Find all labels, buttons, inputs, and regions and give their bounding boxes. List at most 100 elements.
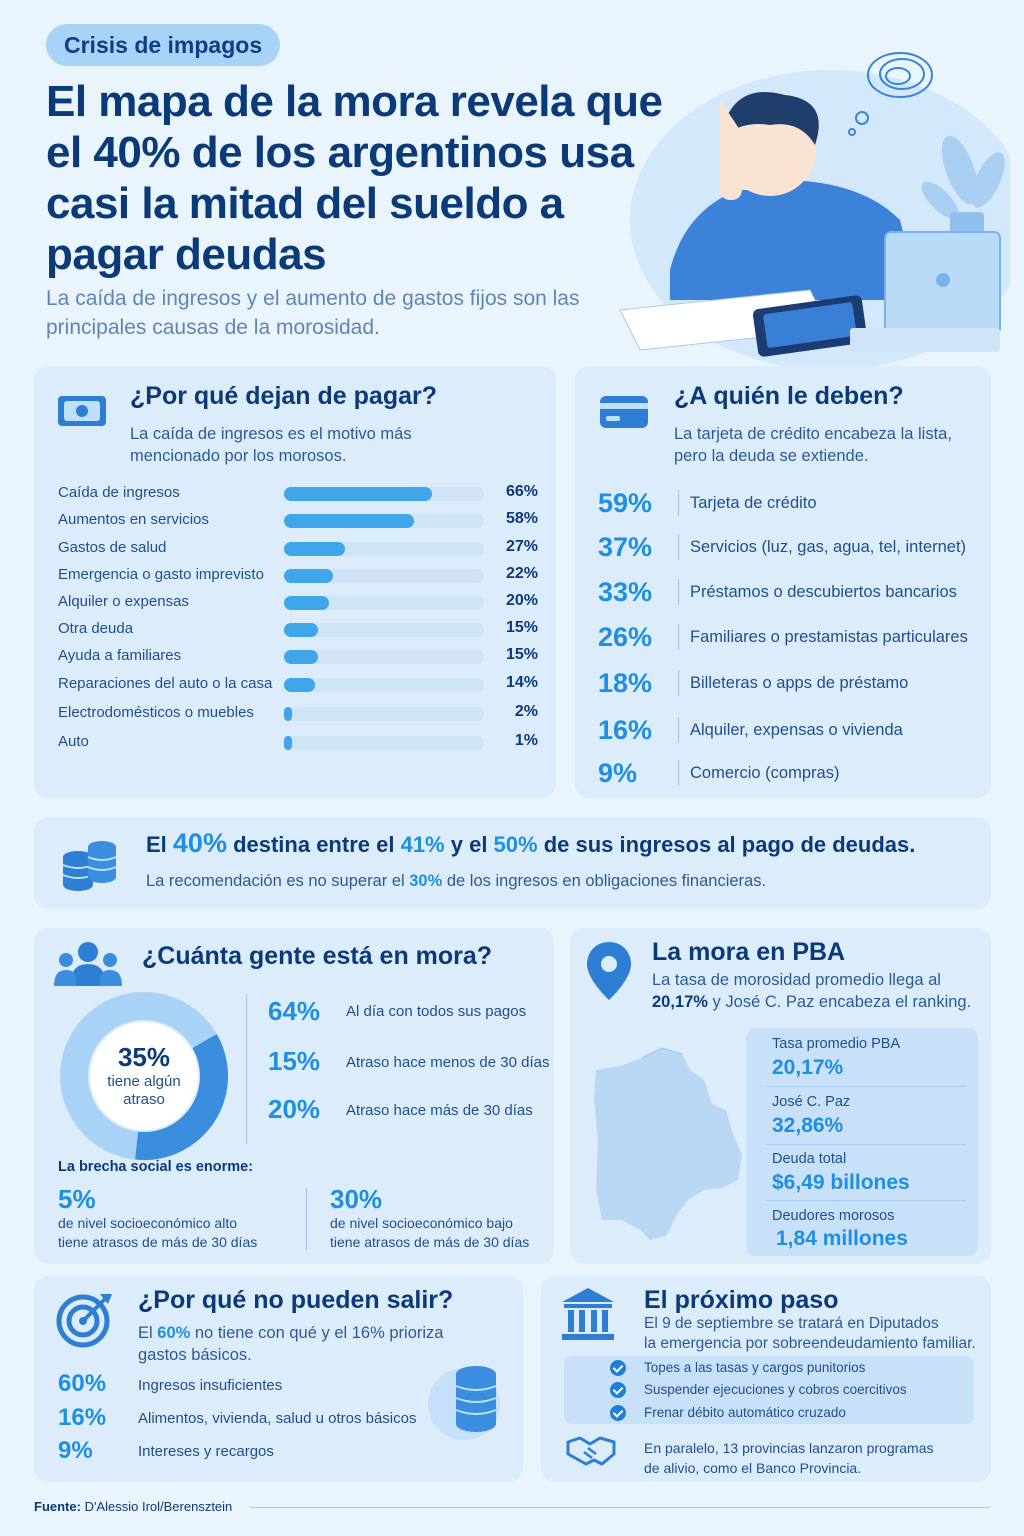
donut-center-label: 35% tiene algún atraso bbox=[60, 1042, 228, 1109]
pba-stat-label: Deuda total bbox=[772, 1151, 847, 1167]
next-subtitle: El 9 de septiembre se tratará en Diputad… bbox=[644, 1315, 976, 1352]
handshake-icon bbox=[566, 1436, 616, 1466]
cant-pct: 60% bbox=[58, 1370, 107, 1397]
why-bar-label: Electrodomésticos o muebles bbox=[58, 704, 254, 721]
why-bar-row: Alquiler o expensas 20% bbox=[58, 591, 538, 613]
why-bar-value: 27% bbox=[505, 538, 538, 555]
debt-pct: 16% bbox=[598, 715, 653, 745]
why-bar bbox=[284, 707, 292, 721]
gap-high-label: de nivel socioeconómico alto tiene atraso… bbox=[58, 1215, 258, 1250]
cant-label: Alimentos, vivienda, salud u otros básic… bbox=[138, 1410, 417, 1427]
debt-row: 16% Alquiler, expensas o vivienda bbox=[598, 713, 988, 749]
cant-label: Ingresos insuficientes bbox=[138, 1377, 283, 1394]
why-bar-row: Ayuda a familiares 15% bbox=[58, 645, 538, 667]
arrears-donut-chart bbox=[60, 992, 228, 1160]
why-bar-label: Ayuda a familiares bbox=[58, 647, 182, 664]
gap-title: La brecha social es enorme: bbox=[58, 1159, 254, 1175]
arrears-title: ¿Cuánta gente está en mora? bbox=[142, 942, 493, 970]
cant-pct: 16% bbox=[58, 1404, 107, 1431]
measure-item: Suspender ejecuciones y cobros coercitiv… bbox=[644, 1382, 907, 1397]
page-title: El mapa de la mora revela que el 40% de … bbox=[46, 77, 663, 279]
divider bbox=[678, 534, 679, 560]
measure-item: Frenar débito automático cruzado bbox=[644, 1405, 846, 1420]
debt-pct: 33% bbox=[598, 577, 653, 607]
why-bar-value: 20% bbox=[505, 592, 538, 609]
why-bar-row: Electrodomésticos o muebles 2% bbox=[58, 702, 538, 724]
laptop-icon bbox=[850, 231, 1001, 352]
measure-item: Topes a las tasas y cargos punitorios bbox=[644, 1360, 866, 1375]
why-bar bbox=[284, 487, 432, 501]
people-icon bbox=[54, 942, 122, 986]
pba-stats-box: Tasa promedio PBA 20,17% José C. Paz 32,… bbox=[746, 1028, 978, 1256]
why-bar-label: Caída de ingresos bbox=[58, 484, 180, 501]
debt-label: Préstamos o descubiertos bancarios bbox=[690, 583, 957, 601]
debt-pct: 59% bbox=[598, 488, 653, 518]
why-bar-value: 15% bbox=[505, 619, 538, 636]
target-icon bbox=[56, 1294, 112, 1348]
why-bar bbox=[284, 650, 318, 664]
stressed-person-illustration bbox=[619, 52, 1010, 370]
debt-row: 26% Familiares o prestamistas particulare… bbox=[598, 620, 988, 656]
why-subtitle: La caída de ingresos es el motivo más me… bbox=[130, 425, 412, 465]
debt-label: Servicios (luz, gas, agua, tel, internet… bbox=[690, 538, 967, 556]
debt-row: 59% Tarjeta de crédito bbox=[598, 486, 988, 522]
why-bar-track bbox=[284, 569, 484, 583]
debt-pct: 37% bbox=[598, 532, 653, 562]
banner-line-2: La recomendación es no superar el 30% de… bbox=[146, 872, 767, 890]
debt-label: Billeteras o apps de préstamo bbox=[690, 674, 909, 692]
credit-card-icon bbox=[600, 396, 648, 428]
debt-label: Alquiler, expensas o vivienda bbox=[690, 721, 903, 739]
why-bar bbox=[284, 569, 334, 583]
why-bar-track bbox=[284, 623, 484, 637]
check-icon bbox=[610, 1382, 626, 1398]
whom-subtitle: La tarjeta de crédito encabeza la lista,… bbox=[674, 425, 952, 465]
next-footnote: En paralelo, 13 provincias lanzaron prog… bbox=[644, 1440, 934, 1476]
why-bar-row: Otra deuda 15% bbox=[58, 618, 538, 640]
stat-label: Al día con todos sus pagos bbox=[346, 1003, 527, 1020]
location-pin-icon bbox=[587, 942, 631, 1000]
page-subtitle: La caída de ingresos y el aumento de gas… bbox=[46, 287, 580, 339]
debt-label: Comercio (compras) bbox=[690, 764, 840, 782]
divider bbox=[678, 760, 679, 786]
why-bar-label: Gastos de salud bbox=[58, 539, 167, 556]
why-bar-label: Alquiler o expensas bbox=[58, 593, 189, 610]
stat-pct: 64% bbox=[268, 996, 321, 1026]
calculator-icon bbox=[752, 295, 868, 357]
measures-box bbox=[564, 1356, 974, 1424]
cant-subtitle: El 60% no tiene con qué y el 16% prioriz… bbox=[138, 1324, 444, 1364]
banner-line-1: El 40% destina entre el 41% y el 50% de … bbox=[146, 828, 916, 858]
pba-stat-value: $6,49 billones bbox=[772, 1171, 910, 1194]
debt-pct: 26% bbox=[598, 622, 653, 652]
pba-stat-label: Deudores morosos bbox=[772, 1208, 895, 1224]
cant-title: ¿Por qué no pueden salir? bbox=[138, 1286, 454, 1314]
why-bar-track bbox=[284, 736, 484, 750]
debt-row: 9% Comercio (compras) bbox=[598, 756, 988, 792]
why-bar-track bbox=[284, 514, 484, 528]
why-bar-label: Otra deuda bbox=[58, 620, 134, 637]
divider bbox=[678, 670, 679, 696]
pba-stat-value: 1,84 millones bbox=[776, 1227, 908, 1250]
why-bar-row: Caída de ingresos 66% bbox=[58, 482, 538, 504]
why-bar-value: 66% bbox=[505, 483, 538, 500]
divider bbox=[678, 624, 679, 650]
divider bbox=[250, 1507, 990, 1508]
why-bar-label: Aumentos en servicios bbox=[58, 511, 209, 528]
why-bar-value: 22% bbox=[505, 565, 538, 582]
why-bar-row: Aumentos en servicios 58% bbox=[58, 509, 538, 531]
income-share-banner bbox=[34, 817, 991, 909]
coins-icon bbox=[62, 841, 117, 891]
why-bar-row: Emergencia o gasto imprevisto 22% bbox=[58, 564, 538, 586]
why-bar-row: Reparaciones del auto o la casa 14% bbox=[58, 673, 538, 695]
why-bar-track bbox=[284, 678, 484, 692]
cant-pct: 9% bbox=[58, 1437, 93, 1464]
donut-label-2: atraso bbox=[123, 1091, 165, 1108]
donut-label-1: tiene algún bbox=[107, 1073, 181, 1090]
bank-building-icon bbox=[562, 1288, 614, 1340]
donut-pct: 35% bbox=[117, 1042, 171, 1072]
gap-low-label: de nivel socioeconómico bajo tiene atraso… bbox=[330, 1215, 530, 1250]
pba-stat-label: José C. Paz bbox=[772, 1094, 851, 1110]
stat-label: Atraso hace más de 30 días bbox=[346, 1102, 533, 1119]
why-title: ¿Por qué dejan de pagar? bbox=[130, 382, 437, 410]
money-icon bbox=[58, 396, 106, 426]
why-bar-value: 15% bbox=[505, 646, 538, 663]
